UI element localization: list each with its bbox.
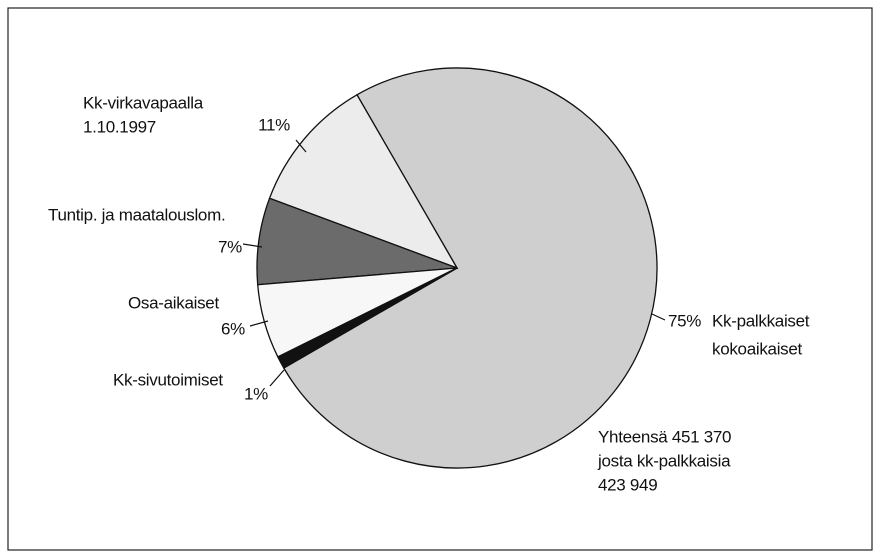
pie-slice	[268, 93, 459, 270]
category-label: Tuntip. ja maatalouslom.	[48, 205, 225, 224]
value-label: 6%	[221, 319, 245, 338]
annotation: 423 949	[598, 475, 657, 494]
leader-line	[242, 243, 263, 248]
category-label: kokoaikaiset	[712, 339, 803, 358]
value-label: 75%	[668, 311, 701, 330]
category-label: 1.10.1997	[83, 117, 156, 136]
value-label: 7%	[218, 237, 242, 256]
frame	[7, 7, 873, 551]
leader-line	[651, 313, 666, 321]
leader-line	[295, 139, 307, 153]
category-label: Kk-virkavapaalla	[83, 93, 204, 112]
leader-line	[249, 320, 269, 327]
leader-line	[269, 369, 285, 387]
annotation: Yhteensä 451 370	[598, 427, 731, 446]
annotation: josta kk-palkkaisia	[597, 451, 731, 470]
category-label: Osa-aikaiset	[128, 293, 219, 312]
category-label: Kk-sivutoimiset	[113, 370, 223, 389]
category-label: Kk-palkkaiset	[712, 311, 810, 330]
pie-slice	[282, 67, 658, 469]
value-label: 11%	[258, 115, 290, 134]
value-label: 1%	[244, 384, 268, 403]
pie-slice	[276, 267, 458, 369]
